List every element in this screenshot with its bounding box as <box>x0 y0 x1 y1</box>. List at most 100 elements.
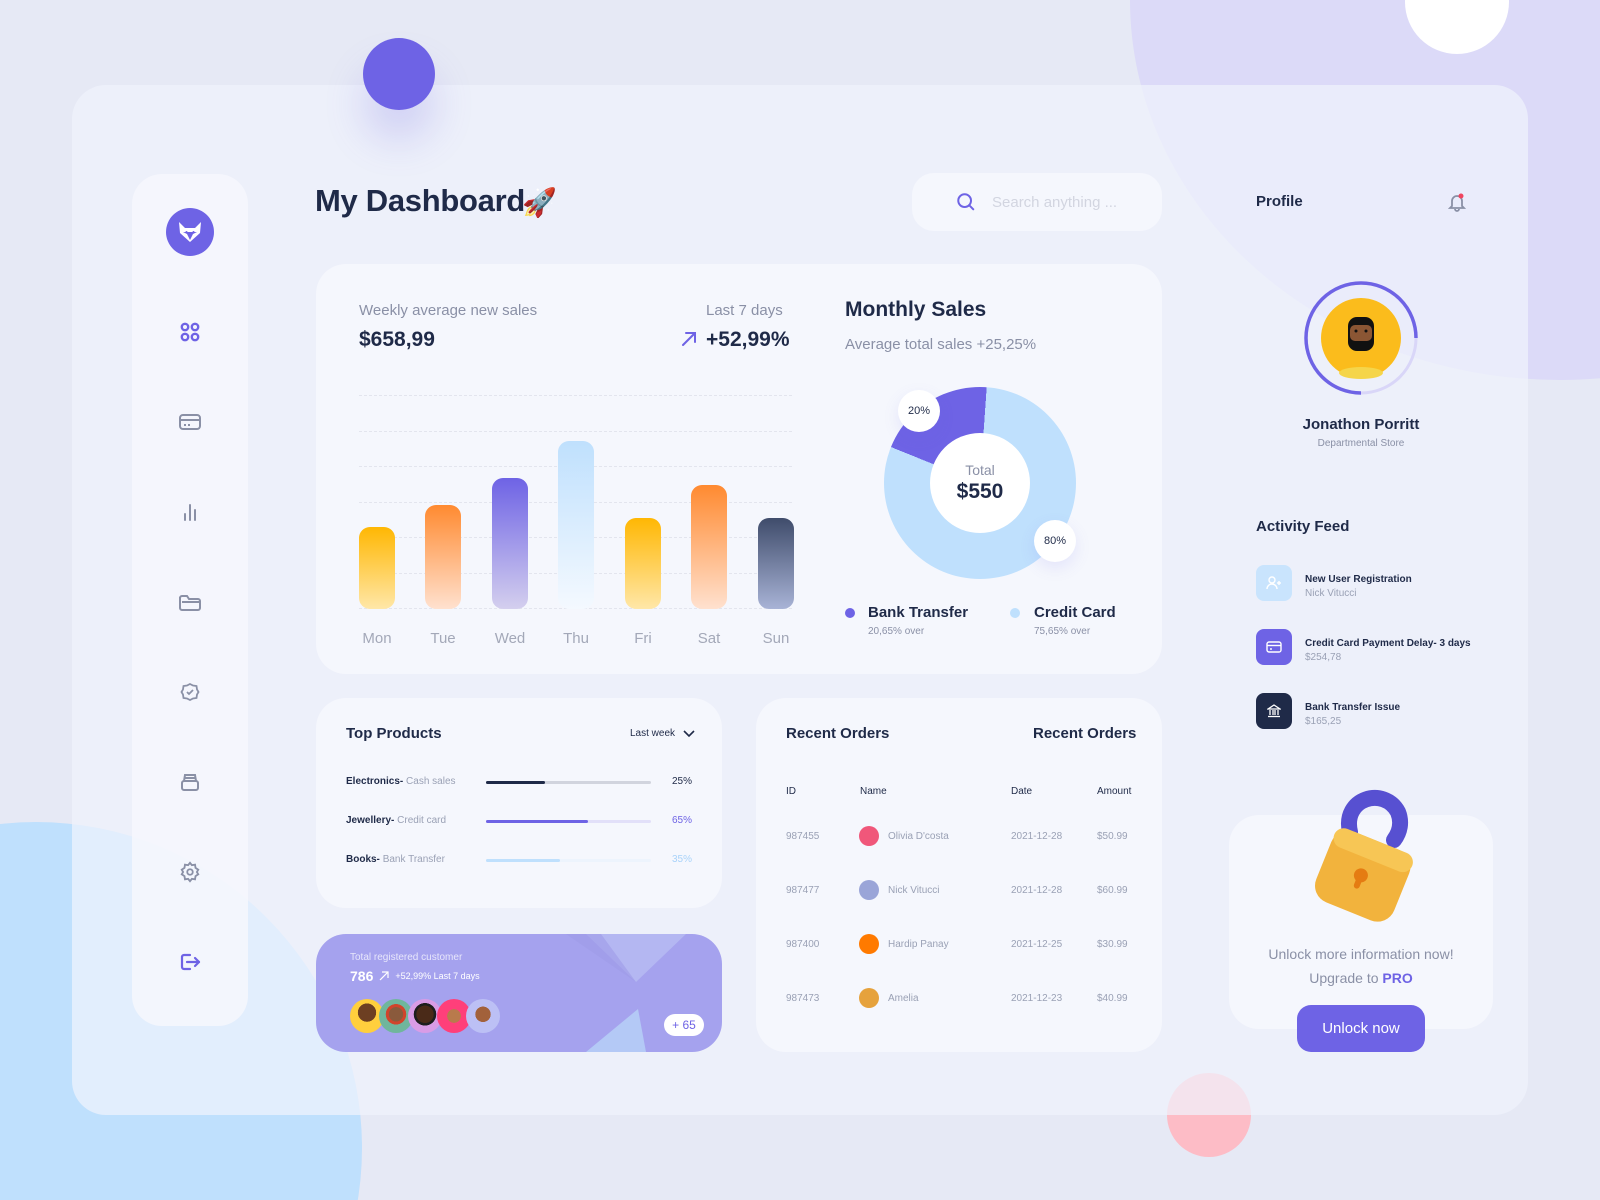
product-channel: Bank Transfer <box>382 854 445 865</box>
bank-icon[interactable] <box>1256 693 1292 729</box>
badge-check-icon[interactable] <box>176 678 204 706</box>
activity-title[interactable]: Bank Transfer Issue <box>1305 702 1401 713</box>
order-customer-name[interactable]: Amelia <box>888 993 919 1004</box>
customer-avatar[interactable] <box>350 999 384 1033</box>
weekly-sales-value: $658,99 <box>359 328 435 351</box>
product-channel: Credit card <box>397 815 447 826</box>
order-date: 2021-12-25 <box>1011 939 1063 950</box>
recent-orders-title: Recent Orders <box>786 725 890 742</box>
credit-card-legend-sub: 75,65% over <box>1034 626 1091 637</box>
bar-sun[interactable] <box>758 517 794 609</box>
customers-label: Total registered customer <box>350 952 463 963</box>
product-progress-track <box>486 820 651 823</box>
user-plus-icon[interactable] <box>1256 565 1292 601</box>
order-amount: $60.99 <box>1097 885 1128 896</box>
customer-avatar[interactable] <box>408 999 442 1033</box>
padlock-illustration-icon <box>1302 788 1422 933</box>
fox-logo-icon[interactable] <box>166 208 214 256</box>
archive-icon[interactable] <box>176 768 204 796</box>
product-name: Books- <box>346 854 380 865</box>
activity-title[interactable]: New User Registration <box>1305 574 1412 585</box>
activity-subtitle: $165,25 <box>1305 716 1342 727</box>
credit-card-legend-dot <box>1010 608 1020 618</box>
product-percent: 25% <box>672 776 693 787</box>
customer-avatar[interactable] <box>379 999 413 1033</box>
credit-card-legend-label: Credit Card <box>1034 604 1116 621</box>
bar-wed[interactable] <box>492 478 528 609</box>
column-header-date: Date <box>1011 786 1033 797</box>
top-products-card <box>316 698 722 908</box>
period-dropdown[interactable]: Last week <box>630 728 695 739</box>
bar-sat[interactable] <box>691 485 727 609</box>
recent-orders-card <box>756 698 1162 1052</box>
top-products-title: Top Products <box>346 725 442 742</box>
order-date: 2021-12-28 <box>1011 885 1063 896</box>
order-date: 2021-12-28 <box>1011 831 1063 842</box>
activity-subtitle: $254,78 <box>1305 652 1342 663</box>
customer-avatar <box>859 826 879 846</box>
period-dropdown-value: Last week <box>630 728 676 739</box>
grid-line <box>359 431 792 432</box>
weekly-change-value: +52,99% <box>706 328 790 351</box>
bar-mon[interactable] <box>359 526 395 609</box>
chevron-down-icon <box>683 729 695 737</box>
order-customer-name[interactable]: Nick Vitucci <box>888 885 940 896</box>
customer-avatar[interactable] <box>437 999 471 1033</box>
customer-avatar[interactable] <box>466 999 500 1033</box>
logout-icon[interactable] <box>176 948 204 976</box>
unlock-now-button[interactable]: Unlock now <box>1297 1005 1425 1052</box>
day-label: Thu <box>563 630 589 647</box>
order-id: 987455 <box>786 831 820 842</box>
more-customers-badge[interactable]: + 65 <box>664 1014 704 1036</box>
credit-card-icon[interactable] <box>1256 629 1292 665</box>
upgrade-line-1: Unlock more information now! <box>1268 946 1454 962</box>
product-progress-fill <box>486 859 561 862</box>
weekly-sales-label: Weekly average new sales <box>359 302 538 319</box>
product-row: Books- Bank Transfer <box>346 854 445 865</box>
donut-center: Total $550 <box>930 433 1030 533</box>
gear-icon[interactable] <box>176 858 204 886</box>
bar-fri[interactable] <box>625 517 661 609</box>
customers-count: 786 <box>350 968 374 984</box>
recent-orders-title-right[interactable]: Recent Orders <box>1033 725 1137 742</box>
folder-icon[interactable] <box>176 588 204 616</box>
profile-avatar[interactable] <box>1304 281 1418 395</box>
product-percent: 65% <box>672 815 693 826</box>
bank-transfer-legend-sub: 20,65% over <box>868 626 925 637</box>
profile-subtitle: Departmental Store <box>1317 438 1405 449</box>
bank-transfer-percent-bubble: 20% <box>898 390 940 432</box>
page-title: My Dashboard <box>315 183 525 218</box>
credit-card-icon[interactable] <box>176 408 204 436</box>
bar-tue[interactable] <box>425 505 461 609</box>
search-input[interactable] <box>992 193 1162 211</box>
product-percent: 35% <box>672 854 693 865</box>
order-customer-name[interactable]: Hardip Panay <box>888 939 949 950</box>
trend-up-arrow-icon <box>379 971 389 981</box>
order-amount: $30.99 <box>1097 939 1128 950</box>
product-progress-track <box>486 781 651 784</box>
activity-title[interactable]: Credit Card Payment Delay- 3 days <box>1305 638 1471 649</box>
activity-subtitle: Nick Vitucci <box>1305 588 1357 599</box>
grid-icon[interactable] <box>176 318 204 346</box>
notification-bell-icon[interactable] <box>1447 192 1467 217</box>
column-header-id: ID <box>786 786 796 797</box>
background-blob-violet <box>363 38 435 110</box>
product-progress-track <box>486 859 651 862</box>
decorative-triangles <box>566 934 686 1052</box>
order-customer-name[interactable]: Olivia D'costa <box>888 831 949 842</box>
bar-thu[interactable] <box>558 440 594 609</box>
day-label: Sat <box>697 630 721 647</box>
upgrade-prefix: Upgrade to <box>1309 970 1379 986</box>
monthly-sales-subtitle: Average total sales +25,25% <box>845 336 1037 353</box>
upgrade-line-2: Upgrade to PRO <box>1229 966 1493 990</box>
period-label: Last 7 days <box>706 302 783 319</box>
day-label: Sun <box>762 630 790 647</box>
product-name: Jewellery- <box>346 815 395 826</box>
bar-chart-icon[interactable] <box>176 498 204 526</box>
customers-change: +52,99% Last 7 days <box>395 971 480 981</box>
order-date: 2021-12-23 <box>1011 993 1063 1004</box>
grid-line <box>359 395 792 396</box>
donut-total-value: $550 <box>956 480 1004 503</box>
search-bar[interactable] <box>912 173 1162 231</box>
bank-transfer-legend-label: Bank Transfer <box>868 604 969 621</box>
